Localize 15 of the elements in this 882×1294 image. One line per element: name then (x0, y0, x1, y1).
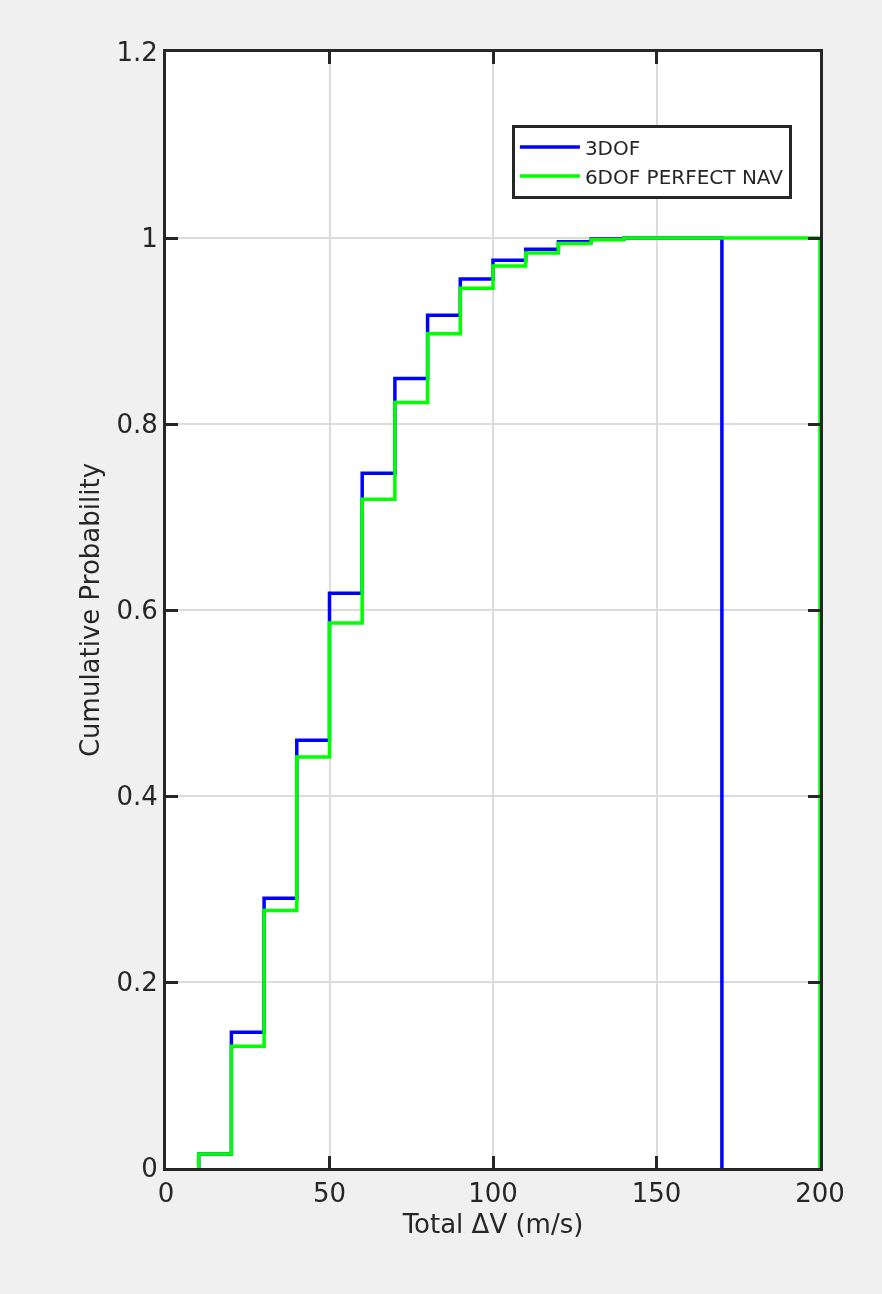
y-tick-label: 0.2 (116, 967, 158, 998)
y-tick-label: 0.4 (116, 781, 158, 812)
y-tick-label: 1.2 (116, 37, 158, 68)
x-axis-title: Total ΔV (m/s) (401, 1208, 584, 1239)
x-tick-label: 50 (312, 1178, 347, 1209)
y-tick-label: 0 (141, 1153, 158, 1184)
y-tick-label: 1 (141, 223, 158, 254)
y-tick-label: 0.8 (116, 409, 158, 440)
y-tick-label: 0.6 (116, 595, 158, 626)
legend-label: 6DOF PERFECT NAV (584, 164, 784, 189)
y-axis-title: Cumulative Probability (74, 462, 105, 758)
x-tick-label: 200 (795, 1178, 845, 1209)
x-tick-label: 150 (631, 1178, 682, 1209)
legend-label: 3DOF (584, 135, 641, 160)
x-tick-label: 100 (468, 1178, 518, 1209)
